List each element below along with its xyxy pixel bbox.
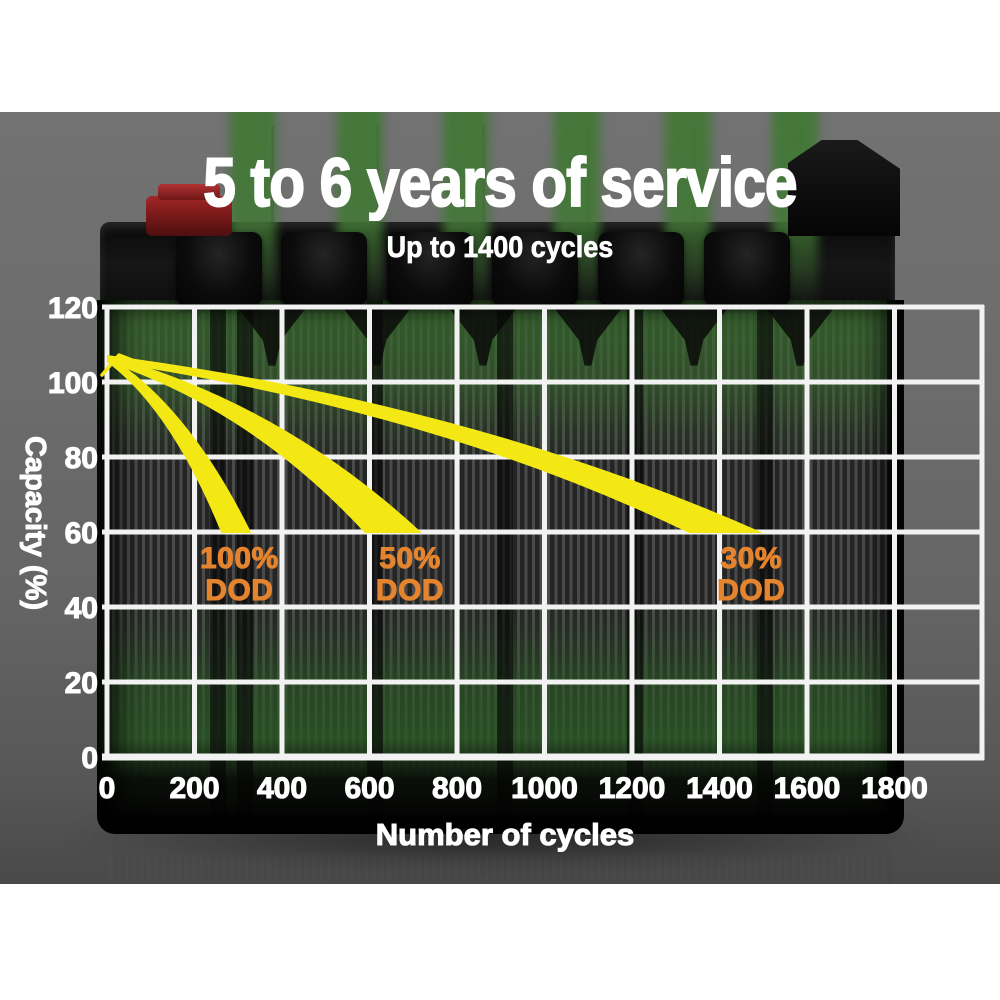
battery-terminal-positive xyxy=(146,196,232,236)
battery-terminal-positive-cap xyxy=(158,184,220,200)
battery-cell-cap xyxy=(704,232,790,306)
battery-cell-cap xyxy=(176,232,262,306)
battery-cell-cap xyxy=(387,232,473,306)
page-title: 5 to 6 years of service xyxy=(202,144,798,221)
page-subtitle: Up to 1400 cycles xyxy=(386,231,614,264)
battery-reflection xyxy=(110,854,890,884)
battery-body-plates xyxy=(97,300,904,834)
battery-cell-cap xyxy=(492,232,578,306)
battery-cell-cap xyxy=(281,232,367,306)
battery-photo-background xyxy=(0,112,1000,884)
battery-cell-cap xyxy=(598,232,684,306)
